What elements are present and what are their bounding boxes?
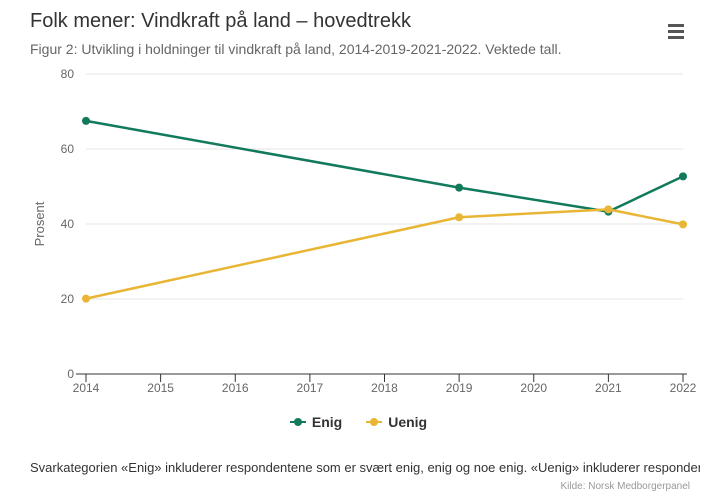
chart-subtitle: Figur 2: Utvikling i holdninger til vind… [30, 41, 562, 57]
legend-label-uenig: Uenig [388, 414, 428, 430]
x-tick-label-2018: 2018 [371, 381, 398, 395]
x-tick-label-2016: 2016 [222, 381, 249, 395]
legend-swatch-uenig [366, 416, 383, 428]
x-tick-label-2019: 2019 [446, 381, 473, 395]
footnote: Svarkategorien «Enig» inkluderer respond… [30, 460, 700, 475]
series-line-enig [84, 119, 685, 213]
line-chart: 0 20 40 60 80 2014 2015 2016 2017 2018 2019 2020 202… [32, 67, 697, 395]
credits: Kilde: Norsk Medborgerpanel [560, 481, 690, 492]
data-point-uenig-2021 [604, 205, 613, 214]
x-tick-label-2015: 2015 [147, 381, 174, 395]
legend-item-enig[interactable]: Enig [289, 414, 343, 430]
chart-menu-button[interactable] [664, 20, 688, 42]
legend-item-uenig[interactable]: Uenig [366, 414, 427, 430]
grid-lines [86, 73, 683, 300]
data-point-uenig-2022 [679, 220, 687, 229]
legend: Enig Uenig [0, 414, 717, 430]
x-tick-label-2014: 2014 [73, 381, 100, 395]
y-tick-label-40: 40 [61, 217, 75, 231]
axes: 0 20 40 60 80 2014 2015 2016 2017 2018 2019 2020 202… [61, 67, 697, 395]
x-tick-label-2022: 2022 [670, 381, 697, 395]
chart-title: Folk mener: Vindkraft på land – hovedtre… [30, 10, 411, 32]
x-tick-label-2020: 2020 [520, 381, 547, 395]
data-point-enig-2019 [455, 183, 464, 192]
y-axis-title: Prosent [32, 201, 47, 246]
data-point-uenig-2019 [455, 213, 464, 222]
y-tick-label-0: 0 [67, 367, 74, 381]
data-point-uenig-2014 [82, 294, 90, 303]
legend-swatch-enig [289, 416, 306, 428]
x-tick-label-2021: 2021 [595, 381, 622, 395]
series-line-uenig [84, 208, 685, 300]
x-tick-label-2017: 2017 [297, 381, 324, 395]
y-tick-label-20: 20 [61, 292, 75, 306]
data-point-enig-2022 [679, 172, 687, 181]
y-tick-label-60: 60 [61, 142, 75, 156]
data-point-enig-2014 [82, 116, 90, 125]
y-tick-label-80: 80 [61, 67, 75, 81]
legend-label-enig: Enig [311, 414, 343, 430]
series [82, 116, 687, 303]
